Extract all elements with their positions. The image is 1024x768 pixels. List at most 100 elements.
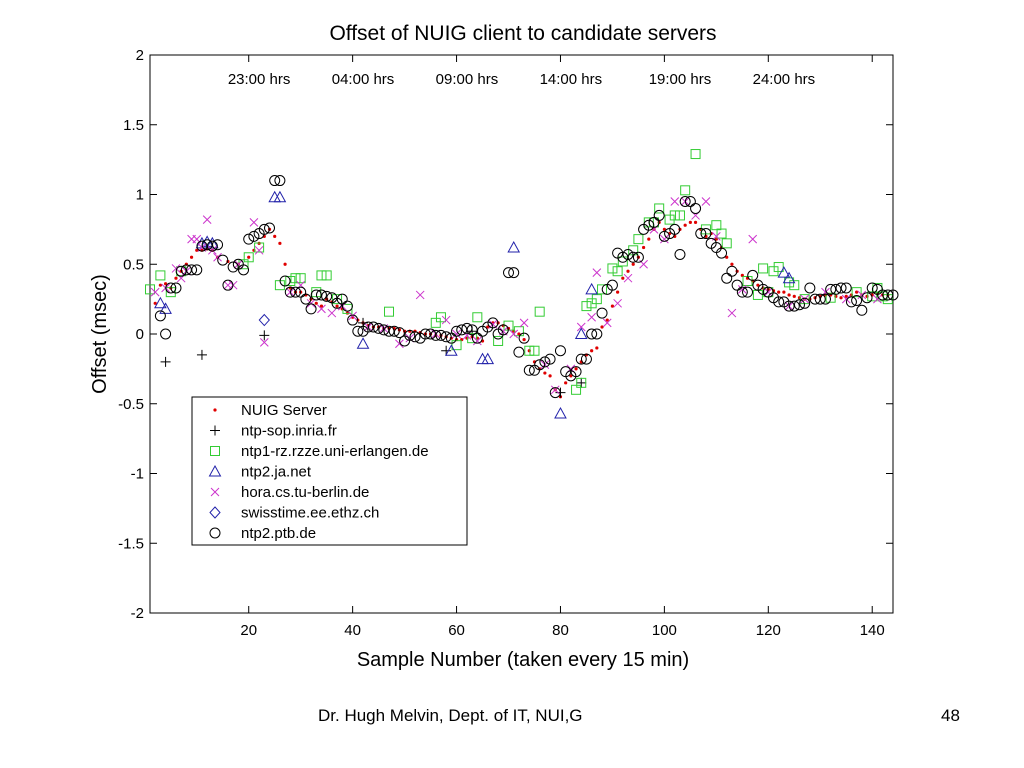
data-point-circle xyxy=(212,239,224,251)
data-point-circle xyxy=(399,335,411,347)
y-tick-label: -1 xyxy=(131,466,144,483)
data-point-dot xyxy=(319,304,324,308)
data-point-square xyxy=(524,345,535,356)
data-point-square xyxy=(669,210,680,221)
data-point-circle xyxy=(643,219,655,231)
data-point-x xyxy=(660,234,669,244)
data-point-dot xyxy=(595,346,599,350)
data-point-square xyxy=(534,306,545,317)
data-point-x xyxy=(748,234,758,244)
data-point-circle xyxy=(866,282,878,294)
data-point-circle xyxy=(336,293,348,305)
data-point-circle xyxy=(274,175,286,187)
data-point-circle xyxy=(606,279,618,291)
data-point-square xyxy=(513,326,524,337)
data-point-circle xyxy=(238,264,250,276)
data-point-triangle xyxy=(777,266,791,278)
data-point-circle xyxy=(793,299,805,311)
data-point-triangle xyxy=(445,344,458,356)
legend-label: ntp-sop.inria.fr xyxy=(241,423,337,440)
data-point-circle xyxy=(341,300,353,312)
data-point-x xyxy=(317,304,326,314)
data-point-circle xyxy=(419,328,431,340)
data-point-circle xyxy=(845,296,857,308)
data-point-x xyxy=(841,294,851,304)
data-point-dot xyxy=(273,234,277,238)
data-point-circle xyxy=(160,328,172,340)
data-point-circle xyxy=(289,286,301,298)
data-point-circle xyxy=(591,328,603,340)
data-point-circle xyxy=(788,300,800,312)
legend-label: ntp2.ja.net xyxy=(241,464,312,481)
chart-legend: NUIG Server ntp-sop.inria.fr ntp1-rz.rzze.… xyxy=(191,396,468,546)
data-point-dot xyxy=(777,290,781,294)
data-point-dot xyxy=(574,367,578,371)
data-point-circle xyxy=(518,332,530,344)
data-point-circle xyxy=(679,195,691,207)
data-point-square xyxy=(472,312,483,323)
legend-label: ntp1-rz.rzze.uni-erlangen.de xyxy=(241,443,429,460)
data-point-circle xyxy=(264,222,276,234)
data-point-circle xyxy=(383,325,395,337)
data-point-circle xyxy=(243,233,255,245)
data-point-square xyxy=(721,238,732,249)
data-point-triangle xyxy=(585,282,598,295)
data-point-plus xyxy=(196,349,207,360)
time-annotation: 24:00 hrs xyxy=(753,71,816,88)
data-point-square xyxy=(690,149,701,160)
data-point-square xyxy=(752,289,763,300)
data-point-circle xyxy=(653,209,665,221)
data-point-circle xyxy=(887,289,899,301)
data-point-dot xyxy=(335,304,339,308)
data-point-x xyxy=(249,218,259,227)
data-point-circle xyxy=(310,289,322,301)
data-point-triangle xyxy=(206,236,219,249)
data-point-square xyxy=(867,291,878,302)
legend-label: hora.cs.tu-berlin.de xyxy=(241,484,369,501)
data-point-circle xyxy=(835,282,847,294)
data-point-circle xyxy=(321,290,333,302)
data-point-circle xyxy=(747,269,759,281)
data-point-circle xyxy=(586,328,598,340)
data-point-circle xyxy=(217,254,229,266)
data-point-x xyxy=(509,329,519,339)
data-point-x xyxy=(727,308,737,318)
data-point-circle xyxy=(227,261,239,273)
data-point-x xyxy=(452,329,461,339)
data-point-dot xyxy=(153,301,157,305)
data-point-circle xyxy=(539,356,551,368)
data-point-circle xyxy=(295,286,307,298)
data-point-x xyxy=(857,290,867,300)
data-point-circle xyxy=(440,331,452,343)
data-point-triangle xyxy=(273,190,287,203)
data-point-circle xyxy=(658,230,670,242)
data-point-x xyxy=(763,287,773,297)
x-axis-label: Sample Number (taken every 15 min) xyxy=(357,649,689,671)
data-point-circle xyxy=(373,322,385,334)
data-point-x xyxy=(576,322,586,332)
data-point-circle xyxy=(362,321,374,333)
data-point-square xyxy=(290,273,301,284)
data-point-dot xyxy=(683,223,687,227)
y-tick-label: 0 xyxy=(136,326,144,343)
legend-marker-triangle xyxy=(208,464,222,477)
data-point-circle xyxy=(305,303,317,315)
data-point-circle xyxy=(674,248,686,260)
data-point-x xyxy=(213,252,222,262)
data-point-square xyxy=(851,287,862,298)
data-point-circle xyxy=(861,292,873,304)
data-point-x xyxy=(259,338,269,347)
data-point-square xyxy=(758,263,769,274)
data-point-x xyxy=(306,298,316,308)
x-tick-label: 120 xyxy=(756,622,781,639)
data-point-circle xyxy=(695,228,707,240)
data-point-circle xyxy=(596,307,608,319)
data-point-square xyxy=(435,312,446,323)
data-point-x xyxy=(202,215,212,224)
data-point-square xyxy=(633,234,644,245)
legend-label: NUIG Server xyxy=(241,402,327,419)
data-point-circle xyxy=(814,293,826,305)
data-point-dot xyxy=(782,290,786,294)
data-point-dot xyxy=(725,255,729,259)
data-point-triangle xyxy=(554,406,567,419)
